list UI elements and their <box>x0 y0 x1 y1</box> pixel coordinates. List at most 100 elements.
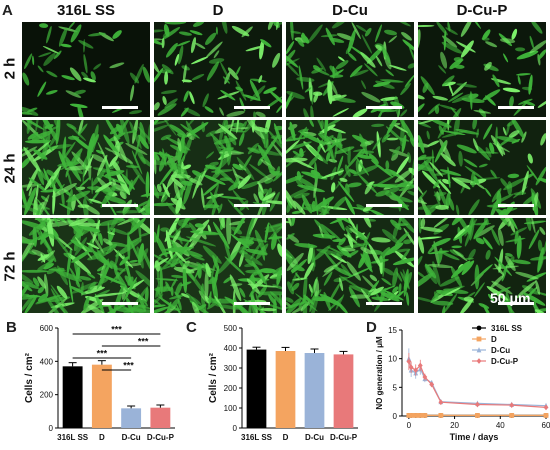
micrograph-tile <box>418 218 546 313</box>
data-point <box>475 413 480 418</box>
y-tick-label: 500 <box>224 324 238 333</box>
scale-bar <box>102 302 138 305</box>
y-tick-label: 400 <box>40 357 54 366</box>
micrograph-tile <box>22 120 150 215</box>
y-tick-label: 15 <box>388 326 397 335</box>
legend-marker <box>476 347 482 353</box>
data-point <box>429 381 435 388</box>
scale-bar <box>366 106 402 109</box>
data-point <box>509 402 515 409</box>
data-point <box>543 404 549 411</box>
data-point <box>543 413 549 418</box>
bar-d-cu-p <box>333 354 354 428</box>
panel-d-letter: D <box>366 319 377 336</box>
scale-bar <box>498 204 534 207</box>
data-point <box>475 401 480 408</box>
data-point <box>417 413 423 418</box>
bar-d <box>275 351 296 428</box>
legend-label: D-Cu <box>491 346 510 355</box>
significance-label: *** <box>138 337 149 347</box>
scale-bar <box>234 106 270 109</box>
legend-marker <box>476 325 482 331</box>
y-axis-label: NO generation / μM <box>375 336 384 410</box>
x-tick-label: D <box>99 433 105 442</box>
bar-d-cu <box>304 353 325 428</box>
y-tick-label: 200 <box>224 384 238 393</box>
bar-d-cu <box>121 408 142 428</box>
x-tick-label: D <box>283 433 289 442</box>
y-axis-label: Cells / cm² <box>24 352 35 403</box>
x-tick-label: 20 <box>450 421 459 430</box>
legend-marker <box>476 336 482 342</box>
scale-bar <box>102 106 138 109</box>
data-point <box>408 364 414 371</box>
legend-marker <box>476 358 482 364</box>
scale-bar <box>498 302 534 305</box>
scale-bar-label: 50 μm <box>490 290 531 306</box>
legend-label: D-Cu-P <box>491 357 519 366</box>
micrograph-tile <box>286 218 414 313</box>
row-header-72h: 72 h <box>1 251 19 282</box>
micrograph-tile <box>154 22 282 117</box>
scale-bar <box>234 302 270 305</box>
series-line <box>408 361 547 408</box>
y-tick-label: 10 <box>388 355 397 364</box>
micrograph-tile <box>418 22 546 117</box>
y-tick-label: 5 <box>393 383 398 392</box>
y-tick-label: 200 <box>40 391 54 400</box>
y-tick-label: 0 <box>49 424 54 433</box>
y-tick-label: 600 <box>40 324 54 333</box>
scale-bar <box>498 106 534 109</box>
bar-d <box>91 364 112 428</box>
panel-a-letter: A <box>2 2 13 19</box>
column-header-316l-ss: 316L SS <box>56 2 116 19</box>
y-tick-label: 0 <box>393 412 398 421</box>
chart-cell-density-24h: B 0 200 400 600 Cells / cm² 316L SS D D-Cu D-Cu-… <box>6 319 175 442</box>
x-tick-label: D-Cu-P <box>147 433 175 442</box>
x-tick-label: 0 <box>407 421 412 430</box>
x-tick-label: D-Cu <box>122 433 141 442</box>
micrograph-tile <box>286 120 414 215</box>
data-point <box>438 399 444 406</box>
data-point <box>438 413 444 418</box>
column-header-d-cu-p: D-Cu-P <box>456 2 508 19</box>
column-header-d-cu: D-Cu <box>332 2 368 19</box>
scale-bar <box>234 204 270 207</box>
x-tick-label: D-Cu-P <box>330 433 358 442</box>
x-tick-label: 316L SS <box>57 433 89 442</box>
bar-316l-ss <box>62 366 83 428</box>
y-tick-label: 0 <box>233 424 238 433</box>
y-tick-label: 400 <box>224 344 238 353</box>
chart-no-generation: D 0 5 10 15 0 20 40 60 NO generation / μM Time / … <box>366 319 550 442</box>
micrograph-tile <box>154 218 282 313</box>
row-header-24h: 24 h <box>1 153 19 184</box>
bar-316l-ss <box>246 349 267 428</box>
micrograph-tile <box>154 120 282 215</box>
y-axis-label: Cells / cm² <box>208 352 219 403</box>
chart-cell-density-72h: C 0 100 200 300 400 500 Cells / cm² 316L SS D D-C… <box>186 319 358 442</box>
y-tick-label: 300 <box>224 364 238 373</box>
column-header-d: D <box>212 2 224 19</box>
legend-label: D <box>491 335 497 344</box>
data-point <box>408 413 414 418</box>
significance-label: *** <box>97 349 108 359</box>
x-tick-label: 40 <box>496 421 505 430</box>
data-point <box>509 413 515 418</box>
bar-d-cu-p <box>150 407 171 428</box>
micrograph-tile <box>22 218 150 313</box>
y-tick-label: 100 <box>224 404 238 413</box>
row-header-2h: 2 h <box>1 57 19 80</box>
micrograph-tile <box>22 22 150 117</box>
data-point <box>413 367 419 374</box>
scale-bar <box>366 204 402 207</box>
data-point <box>406 358 412 365</box>
scale-bar <box>102 204 138 207</box>
significance-label: *** <box>111 325 122 335</box>
x-tick-label: 316L SS <box>241 433 273 442</box>
scale-bar <box>366 302 402 305</box>
significance-label: *** <box>123 361 134 371</box>
x-axis-label: Time / days <box>450 432 499 442</box>
data-point <box>413 413 419 418</box>
legend-label: 316L SS <box>491 324 523 333</box>
panel-b-letter: B <box>6 319 17 336</box>
